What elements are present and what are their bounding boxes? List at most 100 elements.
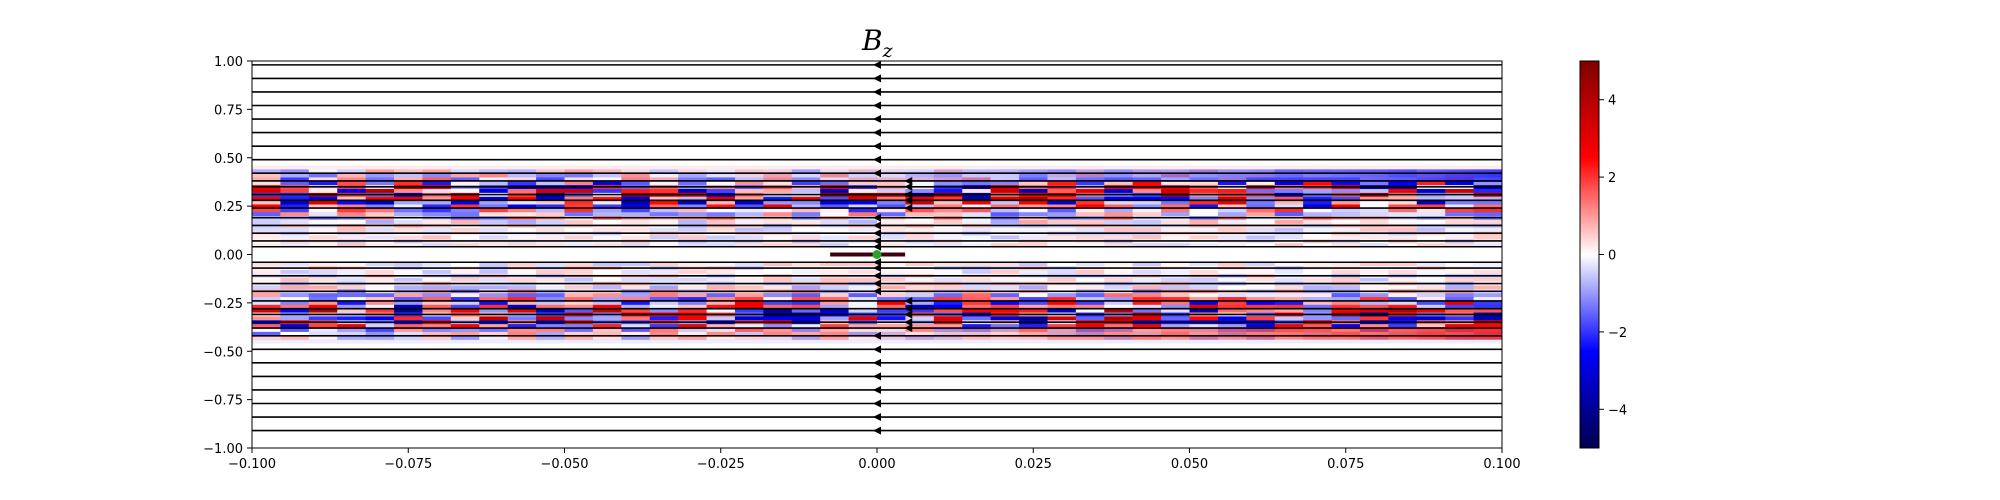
heatmap-cell	[252, 297, 281, 302]
heatmap-cell	[1473, 277, 1502, 282]
heatmap-cell	[1075, 269, 1105, 275]
y-tick-label: −0.75	[203, 394, 243, 409]
heatmap-cell	[990, 285, 1020, 290]
heatmap-cell	[621, 293, 651, 298]
heatmap-cell	[1331, 293, 1361, 298]
heatmap-cell	[1303, 262, 1333, 267]
heatmap-cell	[1416, 188, 1446, 193]
heatmap-cell	[308, 262, 338, 267]
heatmap-cell	[337, 211, 367, 217]
heatmap-cell	[365, 293, 395, 298]
colorbar-ticks: 4 2 0 −2 −4	[1599, 94, 1627, 418]
heatmap-cell	[1388, 277, 1418, 282]
heatmap-cell	[1047, 293, 1077, 298]
heatmap-cell	[962, 297, 992, 302]
heatmap-cell	[1473, 200, 1502, 205]
heatmap-cell	[706, 262, 736, 267]
heatmap-cell	[1189, 208, 1219, 213]
heatmap-cell	[592, 219, 622, 224]
heatmap-cell	[422, 285, 452, 290]
heatmap-cell	[337, 188, 367, 193]
heatmap-cell	[706, 293, 736, 298]
heatmap-cell	[479, 204, 509, 209]
heatmap-cell	[1132, 180, 1162, 186]
heatmap-cell	[905, 196, 935, 201]
heatmap-cell	[394, 300, 423, 306]
heatmap-cell	[791, 277, 821, 282]
heatmap-cell	[536, 269, 565, 275]
heatmap-cell	[1047, 188, 1077, 193]
heatmap-cell	[791, 269, 821, 275]
heatmap-cell	[365, 285, 395, 290]
heatmap-cell	[848, 227, 878, 232]
heatmap-cell	[1331, 269, 1361, 275]
heatmap-cell	[308, 304, 338, 309]
heatmap-cell	[1104, 300, 1134, 306]
streamline-arrow	[904, 324, 913, 333]
heatmap-cell	[621, 300, 651, 306]
heatmap-cell	[1047, 204, 1077, 209]
heatmap-cell	[649, 211, 679, 217]
heatmap-cell	[1019, 211, 1048, 217]
heatmap-cell	[820, 297, 850, 302]
heatmap-cell	[905, 211, 935, 217]
heatmap-cell	[820, 188, 850, 193]
heatmap-cell	[848, 219, 878, 224]
heatmap-cell	[536, 180, 565, 186]
heatmap-cell	[1217, 242, 1247, 248]
heatmap-cell	[1132, 211, 1162, 217]
heatmap-cell	[592, 211, 622, 217]
heatmap-cell	[1445, 227, 1475, 232]
heatmap-cell	[1416, 180, 1446, 186]
heatmap-cell	[592, 200, 622, 205]
heatmap-cell	[734, 208, 764, 213]
heatmap-cell	[621, 304, 651, 309]
heatmap-cell	[1075, 285, 1105, 290]
heatmap-cell	[734, 277, 764, 282]
heatmap-cell	[280, 304, 310, 309]
heatmap-cell	[1019, 269, 1048, 275]
streamline-arrow	[873, 101, 881, 110]
heatmap-cell	[450, 227, 480, 232]
heatmap-cell	[933, 297, 963, 302]
heatmap-cell	[1104, 269, 1134, 275]
heatmap-cell	[877, 188, 906, 193]
heatmap-cell	[734, 308, 764, 313]
heatmap-cell	[734, 227, 764, 232]
heatmap-cell	[536, 200, 565, 205]
heatmap-cell	[933, 219, 963, 224]
heatmap-cell	[365, 308, 395, 313]
heatmap-cell	[1132, 208, 1162, 213]
heatmap-cell	[280, 235, 310, 240]
colorbar-tick-label: 0	[1608, 249, 1616, 264]
heatmap-cell	[1047, 297, 1077, 302]
heatmap-cell	[1416, 269, 1446, 275]
heatmap-cell	[280, 200, 310, 205]
heatmap-cell	[1047, 324, 1077, 329]
heatmap-cell	[479, 227, 509, 232]
heatmap-cell	[1161, 227, 1190, 232]
heatmap-cell	[507, 269, 537, 275]
heatmap-cell	[962, 300, 992, 306]
heatmap-cell	[507, 204, 537, 209]
heatmap-cell	[1445, 285, 1475, 290]
heatmap-cell	[1274, 300, 1304, 306]
heatmap-cell	[649, 308, 679, 313]
heatmap-cell	[1359, 324, 1389, 329]
heatmap-cell	[1047, 285, 1077, 290]
heatmap-cell	[536, 293, 565, 298]
heatmap-cell	[1019, 304, 1048, 309]
heatmap-cell	[1189, 293, 1219, 298]
heatmap-cell	[450, 242, 480, 248]
y-tick-label: 0.25	[214, 200, 243, 215]
heatmap-cell	[962, 180, 992, 186]
heatmap-cell	[536, 219, 565, 224]
heatmap-cell	[592, 285, 622, 290]
heatmap-cell	[649, 235, 679, 240]
heatmap-cell	[280, 188, 310, 193]
heatmap-cell	[621, 316, 651, 321]
heatmap-cell	[1047, 227, 1077, 232]
heatmap-cell	[1189, 304, 1219, 309]
heatmap-cell	[1359, 269, 1389, 275]
heatmap-cell	[820, 316, 850, 321]
